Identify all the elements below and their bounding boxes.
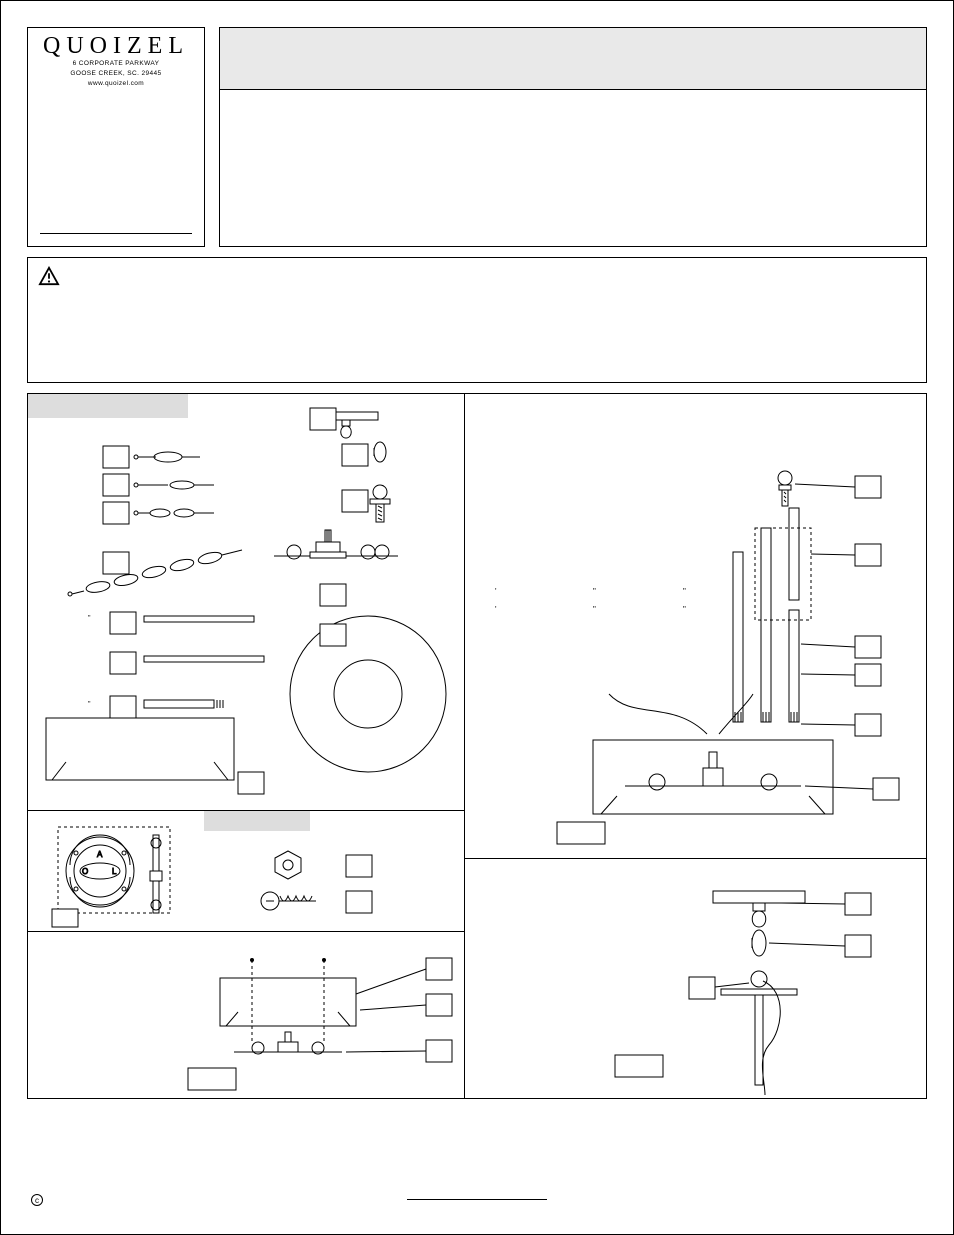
rod-assembly-illustration: ' " " ' " " <box>465 394 925 858</box>
svg-text:": " <box>593 605 596 614</box>
brand-address-1: 6 CORPORATE PARKWAY <box>34 60 198 68</box>
hardware-panel: A O L <box>28 811 464 931</box>
logo-box: QUOIZEL 6 CORPORATE PARKWAY GOOSE CREEK,… <box>27 27 205 247</box>
header-row: QUOIZEL 6 CORPORATE PARKWAY GOOSE CREEK,… <box>27 27 927 247</box>
brand-url: www.quoizel.com <box>34 80 198 88</box>
svg-text:': ' <box>495 605 497 614</box>
plate-letter-o: O <box>82 867 88 876</box>
footer: c <box>31 1194 43 1206</box>
parts-panel: " " <box>28 394 464 810</box>
main-grid: " " <box>27 393 927 1099</box>
parts-illustration: " " <box>28 394 465 810</box>
plate-letter-l: L <box>112 867 117 876</box>
right-column: ' " " ' " " <box>464 393 927 1099</box>
header-body <box>220 90 926 246</box>
svg-text:": " <box>88 701 91 708</box>
warning-box <box>27 257 927 383</box>
brand-address-2: GOOSE CREEK, SC. 29445 <box>34 70 198 78</box>
svg-text:": " <box>593 587 596 596</box>
copyright-icon: c <box>31 1194 43 1206</box>
warning-icon <box>38 266 60 286</box>
header-title-bar <box>220 28 926 90</box>
brand-name: QUOIZEL <box>34 34 198 58</box>
header-panel <box>219 27 927 247</box>
logo-underline <box>40 233 192 234</box>
footer-line <box>407 1199 547 1200</box>
svg-text:": " <box>683 605 686 614</box>
assembly-step-panel <box>28 932 464 1100</box>
canopy-link-illustration <box>465 859 925 1099</box>
svg-text:": " <box>88 615 91 622</box>
canopy-link-panel <box>465 859 926 1099</box>
left-column: " " <box>27 393 464 1099</box>
svg-text:': ' <box>495 587 497 596</box>
rod-assembly-panel: ' " " ' " " <box>465 394 926 858</box>
hardware-illustration: A O L <box>28 811 465 931</box>
page: QUOIZEL 6 CORPORATE PARKWAY GOOSE CREEK,… <box>0 0 954 1235</box>
plate-letter-a: A <box>97 850 103 859</box>
svg-text:": " <box>683 587 686 596</box>
assembly-step-illustration <box>28 932 465 1100</box>
